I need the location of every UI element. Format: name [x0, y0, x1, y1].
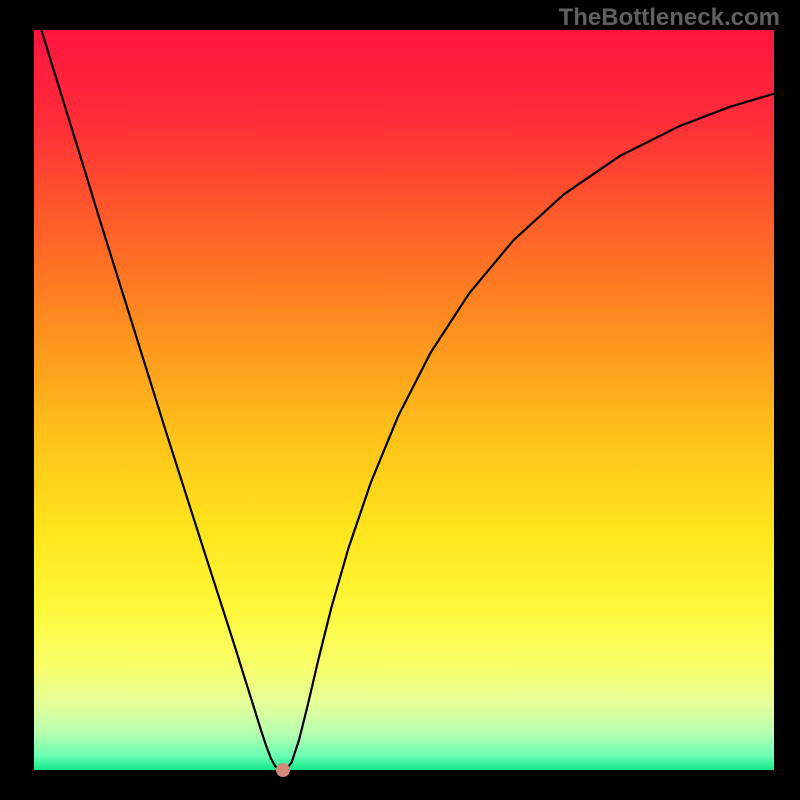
watermark-label: TheBottleneck.com — [559, 4, 780, 32]
curve-line — [41, 30, 774, 770]
min-marker-dot — [276, 763, 290, 777]
plot-area — [34, 30, 774, 770]
curve-svg — [34, 30, 774, 770]
chart-container: TheBottleneck.com — [0, 0, 800, 800]
